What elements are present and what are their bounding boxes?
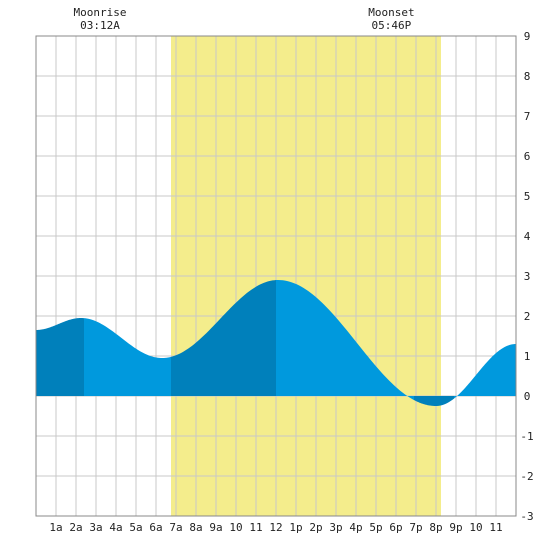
x-tick-label: 9p bbox=[449, 521, 462, 534]
tide-area-segment bbox=[84, 318, 171, 396]
plot-frame bbox=[35, 35, 517, 517]
y-tick-label: -1 bbox=[520, 430, 533, 443]
x-tick-label: 10 bbox=[469, 521, 482, 534]
y-tick-label: 6 bbox=[524, 150, 531, 163]
x-tick-label: 8a bbox=[189, 521, 202, 534]
x-tick-label: 4p bbox=[349, 521, 362, 534]
plot-border bbox=[35, 35, 517, 517]
x-tick-label: 3a bbox=[89, 521, 102, 534]
x-axis-tick-labels: 1a 2a 3a 4a 5a 6a 7a 8a 9a 10 11 12 1p 2p 3p 4p 5p 6p 7p 8p… bbox=[49, 521, 502, 534]
y-tick-label: 1 bbox=[524, 350, 531, 363]
x-tick-label: 7p bbox=[409, 521, 422, 534]
tide-area-segment bbox=[454, 344, 516, 399]
moonset-label: Moonset bbox=[368, 6, 414, 19]
tide-area-segment bbox=[276, 280, 414, 401]
y-tick-label: 2 bbox=[524, 310, 531, 323]
x-tick-label: 4a bbox=[109, 521, 122, 534]
tide-area-segment bbox=[36, 318, 84, 396]
x-tick-label: 5p bbox=[369, 521, 382, 534]
y-axis-tick-labels: -3 -2 -1 0 1 2 3 4 5 6 7 8 9 bbox=[520, 30, 533, 523]
x-tick-label: 12 bbox=[269, 521, 282, 534]
tide-area-layer bbox=[36, 280, 516, 406]
moonrise-time: 03:12A bbox=[80, 19, 120, 32]
moonset-annotation: Moonset 05:46P bbox=[368, 6, 414, 32]
x-tick-label: 7a bbox=[169, 521, 182, 534]
grid-lines bbox=[36, 36, 516, 516]
y-tick-label: -2 bbox=[520, 470, 533, 483]
x-tick-label: 10 bbox=[229, 521, 242, 534]
y-tick-label: 9 bbox=[524, 30, 531, 43]
tide-area-segment bbox=[171, 280, 276, 396]
x-tick-label: 8p bbox=[429, 521, 442, 534]
moonset-time: 05:46P bbox=[372, 19, 412, 32]
y-tick-label: 8 bbox=[524, 70, 531, 83]
x-tick-label: 2p bbox=[309, 521, 322, 534]
x-tick-label: 11 bbox=[489, 521, 502, 534]
moonrise-annotation: Moonrise 03:12A bbox=[74, 6, 127, 32]
y-tick-label: 7 bbox=[524, 110, 531, 123]
moonrise-label: Moonrise bbox=[74, 6, 127, 19]
x-tick-label: 1a bbox=[49, 521, 62, 534]
x-tick-label: 3p bbox=[329, 521, 342, 534]
x-tick-label: 5a bbox=[129, 521, 142, 534]
y-tick-label: 5 bbox=[524, 190, 531, 203]
y-tick-label: 4 bbox=[524, 230, 531, 243]
x-tick-label: 9a bbox=[209, 521, 222, 534]
x-tick-label: 11 bbox=[249, 521, 262, 534]
x-tick-label: 1p bbox=[289, 521, 302, 534]
x-tick-label: 6a bbox=[149, 521, 162, 534]
y-tick-label: 3 bbox=[524, 270, 531, 283]
tide-area-segment bbox=[414, 396, 454, 406]
y-tick-label: 0 bbox=[524, 390, 531, 403]
x-tick-label: 2a bbox=[69, 521, 82, 534]
y-tick-label: -3 bbox=[520, 510, 533, 523]
x-tick-label: 6p bbox=[389, 521, 402, 534]
